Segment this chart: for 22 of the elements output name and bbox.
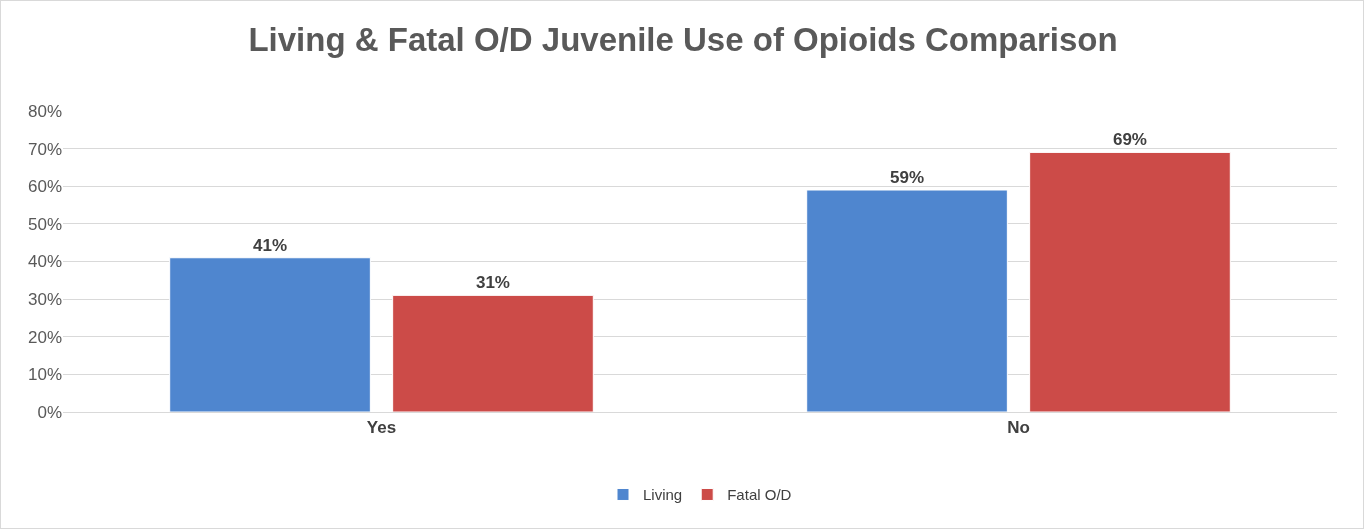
data-label: 69% [1112,130,1147,150]
y-tick-label: 50% [27,214,62,234]
bar [1029,151,1231,412]
bar [169,257,371,412]
legend-label: Fatal O/D [727,486,792,504]
y-tick-label: 80% [27,101,62,121]
data-label: 41% [253,235,288,255]
y-tick-label: 0% [37,402,62,422]
x-tick-label: Yes [366,418,397,438]
chart-title: Living & Fatal O/D Juvenile Use of Opioids Comparison [248,20,1118,58]
data-label: 59% [890,168,925,188]
y-tick-label: 60% [27,177,62,197]
x-tick-label: No [1007,418,1030,438]
bar [392,294,594,412]
legend-label: Living [643,486,683,504]
data-label: 31% [475,273,510,293]
y-tick-label: 10% [27,365,62,385]
y-tick-label: 70% [27,139,62,159]
y-tick-label: 20% [27,327,62,347]
y-tick-label: 40% [27,252,62,272]
y-tick-label: 30% [27,290,62,310]
bar [806,189,1008,412]
